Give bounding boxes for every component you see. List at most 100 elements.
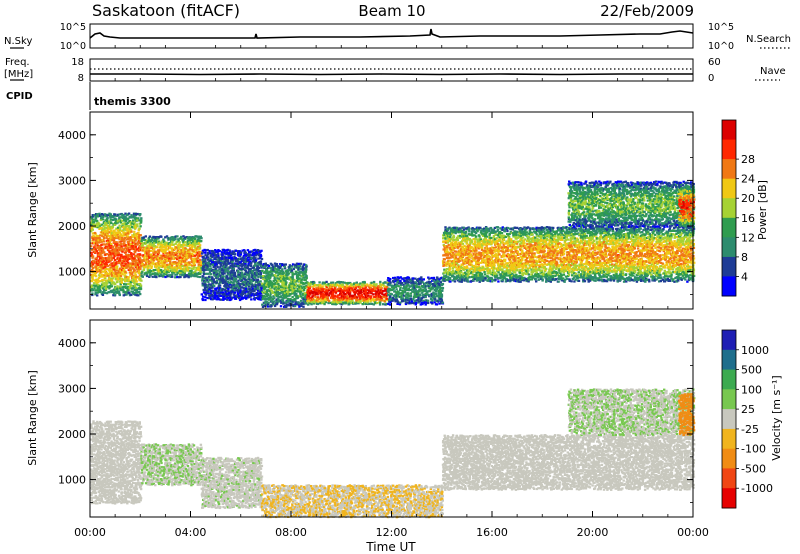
power-cell [243, 266, 246, 269]
power-cell [319, 300, 322, 303]
power-cell [399, 276, 402, 279]
power-cell [221, 293, 225, 296]
power-cell [248, 293, 252, 296]
power-cell [90, 226, 94, 229]
power-cell [394, 296, 398, 299]
power-cell [115, 281, 119, 284]
power-cell [445, 256, 449, 260]
power-cell [182, 258, 186, 261]
power-cell [186, 266, 189, 269]
power-cell [126, 235, 130, 238]
power-cell [387, 277, 390, 280]
power-cell [178, 243, 181, 246]
freq-tick-top: 18 [71, 57, 84, 68]
power-cell [379, 301, 382, 304]
power-cell [99, 275, 102, 278]
power-cell [262, 264, 265, 267]
power-cell [102, 279, 105, 282]
power-cell [446, 254, 450, 257]
power-cell [441, 301, 444, 304]
power-cell [245, 257, 248, 260]
power-cell [218, 259, 222, 262]
power-cell [296, 266, 299, 269]
power-cell [130, 293, 133, 296]
power-cell [143, 263, 146, 267]
power-cell [120, 216, 123, 219]
power-cell [125, 223, 128, 226]
power-cell [196, 238, 199, 241]
power-cell [458, 245, 462, 248]
power-cell [97, 290, 100, 293]
power-cell [157, 271, 161, 274]
power-cell [264, 275, 267, 278]
power-cell [178, 267, 181, 270]
power-cell [196, 253, 200, 256]
power-cell [432, 294, 436, 297]
power-cell [251, 254, 254, 257]
power-cell [120, 234, 124, 237]
power-cell [156, 253, 160, 256]
power-cell [448, 259, 452, 262]
power-cell [451, 269, 455, 272]
power-cell [113, 289, 116, 292]
power-cell [342, 297, 346, 300]
power-cell [121, 267, 125, 270]
power-cell [451, 253, 454, 256]
power-cell [152, 250, 156, 253]
power-cell [334, 284, 338, 287]
power-cell [107, 225, 110, 228]
power-cell [105, 222, 108, 225]
power-cell [377, 289, 380, 292]
power-cell [257, 281, 261, 284]
power-cell [359, 282, 362, 285]
power-cell [94, 219, 97, 222]
power-cell [333, 298, 337, 301]
power-cell [451, 267, 455, 270]
power-cell [183, 248, 186, 252]
power-cell [289, 278, 292, 281]
power-cell [201, 249, 205, 252]
power-cell [274, 278, 277, 281]
power-cell [383, 300, 386, 303]
power-cell [407, 287, 410, 290]
power-cell [348, 303, 351, 306]
noise-sky-label: N.Sky [4, 36, 32, 47]
power-cell [119, 287, 122, 290]
power-cell [303, 267, 306, 270]
power-cell [455, 268, 458, 271]
power-cell [99, 285, 102, 288]
power-cell [408, 295, 411, 298]
power-cell [457, 253, 461, 256]
power-cell [195, 253, 198, 256]
power-cell [120, 263, 123, 266]
power-cell [240, 273, 243, 276]
power-cell [175, 252, 179, 255]
power-cell [188, 250, 191, 253]
power-cell [425, 290, 429, 293]
power-cell [441, 260, 445, 263]
power-cell [212, 270, 215, 273]
power-cell [343, 287, 346, 290]
power-cell [116, 265, 119, 268]
power-cell [214, 275, 217, 278]
power-cell [437, 286, 440, 289]
power-cell [120, 230, 123, 233]
power-cell [118, 213, 121, 216]
power-cell [206, 284, 209, 287]
power-cell [108, 254, 111, 257]
power-cell [283, 277, 286, 280]
power-cell [466, 278, 469, 281]
power-cell [300, 278, 304, 281]
power-cell [218, 294, 221, 298]
power-cell [97, 221, 100, 224]
power-cell [167, 271, 170, 274]
power-cell [348, 297, 352, 300]
power-cell [269, 292, 273, 295]
power-cell [249, 267, 252, 271]
power-cell [314, 291, 318, 294]
power-cell [464, 260, 467, 263]
power-cell [443, 245, 446, 248]
power-cell [119, 267, 122, 270]
power-cell [153, 240, 156, 243]
power-cell [459, 269, 462, 273]
